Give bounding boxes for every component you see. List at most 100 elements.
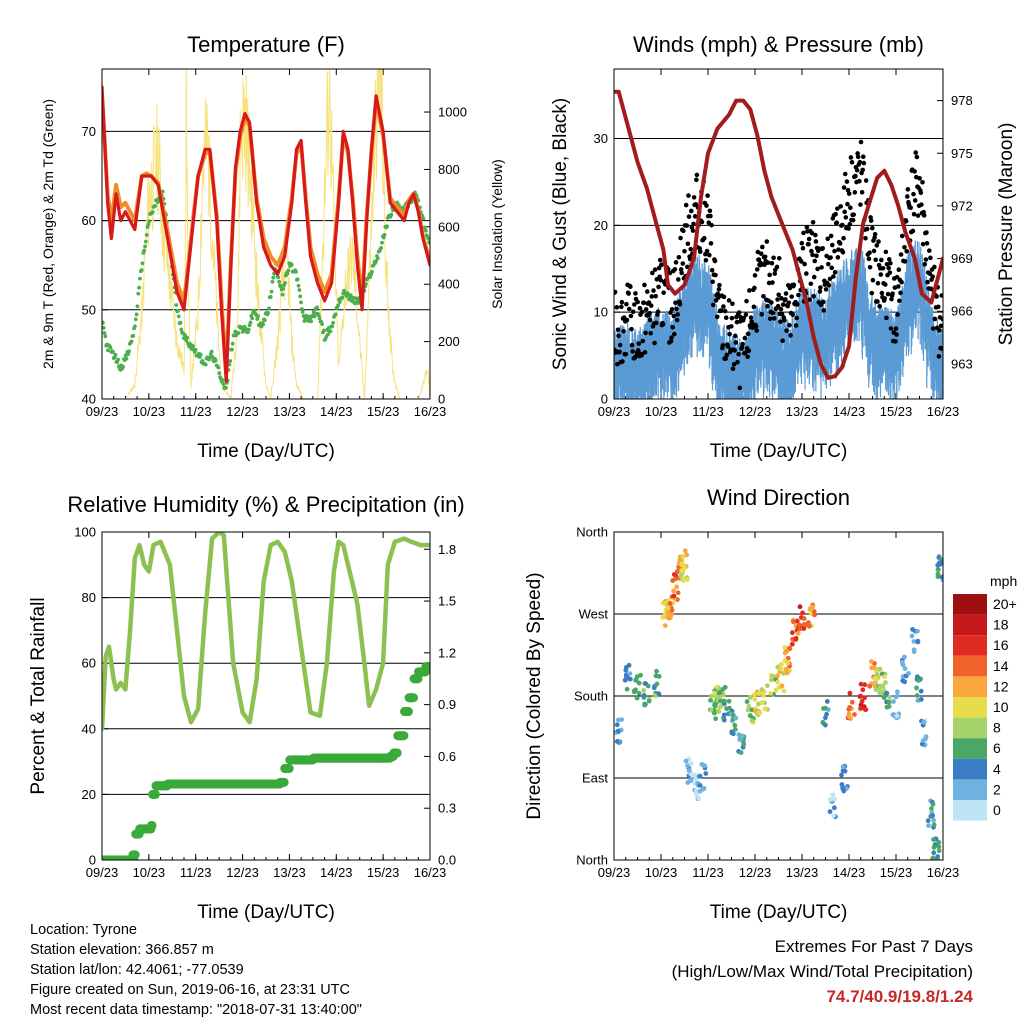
legend-label: 4 [993,761,1001,777]
direction-point [762,706,768,712]
gust-point [776,256,782,261]
x-tick-label: 09/23 [86,404,119,419]
gust-point [842,171,848,177]
gust-point [858,202,863,207]
gust-point [788,333,793,338]
gust-point [614,289,618,295]
x-tick-label: 14/23 [320,865,353,880]
direction-point [830,792,836,798]
direction-point [822,705,828,711]
direction-point [674,584,680,590]
wind-speed-mark [666,344,668,398]
rain-total-point [147,820,157,830]
gust-point [744,298,749,304]
dewpoint-point [317,316,322,321]
direction-point [852,712,857,717]
dewpoint-point [142,248,147,253]
gust-point [854,167,860,173]
gust-point [924,241,930,246]
gust-point [730,366,736,371]
temp-2m-line [102,85,430,383]
gust-point [669,307,675,312]
gust-point [764,239,770,244]
gust-point [815,266,820,272]
dewpoint-point [309,319,314,324]
wind-speed-mark [863,257,865,292]
gust-point [691,195,697,200]
gust-point [705,193,710,198]
dewpoint-point [131,333,136,338]
x-axis-label: Time (Day/UTC) [197,902,335,923]
gust-point [733,340,739,345]
direction-point [935,567,941,572]
gust-point [842,209,847,215]
gust-point [922,261,928,267]
y-tick-label: 60 [82,213,96,228]
direction-point [936,848,942,854]
x-axis-label: Time (Day/UTC) [710,902,848,923]
gust-point [833,211,838,217]
dewpoint-point [191,344,195,349]
gust-point [857,159,863,165]
dewpoint-point [174,303,179,307]
gust-point [641,300,647,306]
gust-point [826,283,832,288]
gust-point [709,222,714,228]
wind-speed-mark [615,355,617,399]
gust-point [835,255,841,260]
gust-point [639,353,644,358]
gust-point [679,270,684,276]
dewpoint-point [124,356,129,361]
direction-point [931,817,936,823]
dewpoint-point [111,350,115,354]
direction-point [729,729,735,735]
direction-point [693,787,699,793]
y2-tick-label: 0.0 [438,853,456,868]
wind-speed-mark [889,350,891,399]
gust-point [675,277,681,282]
gust-point [629,342,635,348]
wind-speed-mark [696,287,698,358]
dewpoint-point [427,240,430,245]
y2-tick-label: 1.2 [438,645,456,660]
y2-tick-label: 1.5 [438,594,456,609]
gust-point [860,154,866,159]
gust-point [890,291,895,296]
direction-point [822,722,828,728]
wind-speed-mark [687,286,689,351]
direction-point [931,822,937,828]
wind-speed-mark [769,305,771,349]
direction-point [692,772,697,778]
gust-point [903,218,909,224]
legend-swatch [953,594,987,615]
gust-point [678,235,683,241]
gust-point [701,235,707,241]
gust-point [704,203,709,208]
gust-point [814,253,819,259]
gust-point [895,284,901,289]
gust-point [680,261,686,266]
wind-speed-mark [654,314,656,345]
direction-point [935,854,941,859]
gust-point [731,361,737,367]
gust-point [793,323,799,328]
gust-point [661,290,666,296]
gust-point [925,279,930,285]
rain-total-point [392,748,402,758]
gust-point [682,248,687,254]
dewpoint-point [248,320,253,325]
dewpoint-point [246,327,251,332]
direction-point [708,697,713,703]
wind-speed-mark [710,276,712,316]
wind-speed-mark [688,271,690,309]
gust-point [872,231,878,237]
dewpoint-point [150,210,155,214]
gust-point [762,254,768,260]
direction-point [721,698,727,704]
dewpoint-point [423,228,428,233]
dewpoint-point [108,345,113,350]
direction-point [708,707,714,713]
direction-point [665,610,671,616]
y-tick-label: East [582,771,608,786]
extremes-title: Extremes For Past 7 Days [774,937,973,956]
